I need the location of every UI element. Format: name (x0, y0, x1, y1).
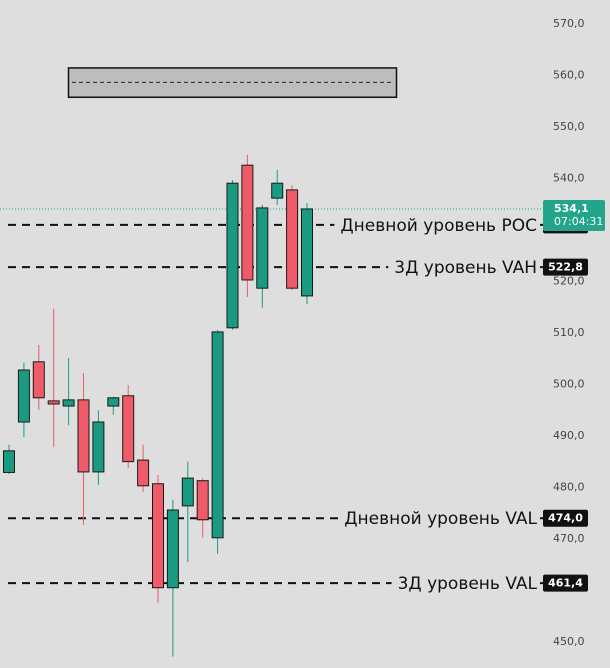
y-tick-label: 490,0 (553, 429, 585, 442)
candle-body (241, 164, 254, 281)
countdown: 07:04:31 (554, 215, 603, 228)
last-price-box (543, 199, 605, 231)
level-text-bg (391, 572, 537, 595)
y-tick-label: 540,0 (553, 172, 585, 185)
candle-body (196, 480, 209, 521)
y-tick-label: 480,0 (553, 480, 585, 493)
candle-body (3, 450, 15, 473)
level-text-bg (388, 256, 537, 279)
level-label: 474,0 (548, 512, 583, 525)
level-name: 3Д уровень VAH (394, 258, 537, 278)
candle-body (286, 189, 299, 289)
candle-body (107, 397, 120, 407)
level-name: 3Д уровень VAL (398, 574, 538, 594)
candle-body (47, 400, 60, 405)
candle-body (32, 361, 45, 399)
level-text-bg (338, 507, 537, 530)
level-label-box (543, 258, 588, 276)
y-tick-label: 550,0 (553, 120, 585, 133)
level-label: 522,8 (548, 261, 583, 274)
candle-body (181, 477, 194, 507)
candle-body (166, 509, 179, 589)
y-tick-label: 450,0 (553, 635, 585, 648)
y-tick-label: 560,0 (553, 69, 585, 82)
y-tick-label: 570,0 (553, 17, 585, 30)
level-name: Дневной уровень POC (340, 216, 537, 236)
candle-body (256, 207, 269, 289)
level-text-bg (334, 213, 537, 236)
candle-body (152, 483, 164, 589)
y-tick-label: 520,0 (553, 275, 585, 288)
y-tick-label: 470,0 (553, 532, 585, 545)
candle-body (62, 399, 75, 407)
candle-body (137, 459, 150, 487)
candle-body (77, 399, 90, 473)
candle-body (301, 208, 313, 297)
candle-body (271, 182, 284, 199)
y-tick-label: 500,0 (553, 377, 585, 390)
candle-body (226, 182, 239, 329)
y-tick-label: 510,0 (553, 326, 585, 339)
candle-body (122, 395, 135, 463)
level-label: 461,4 (548, 577, 583, 590)
last-price-label: 534,1 (554, 202, 589, 215)
candle-body (211, 331, 224, 539)
level-label-box (543, 574, 588, 592)
level-label-box (543, 509, 588, 527)
level-name: Дневной уровень VAL (344, 509, 537, 529)
candle-body (17, 369, 30, 423)
candle-body (92, 421, 105, 473)
